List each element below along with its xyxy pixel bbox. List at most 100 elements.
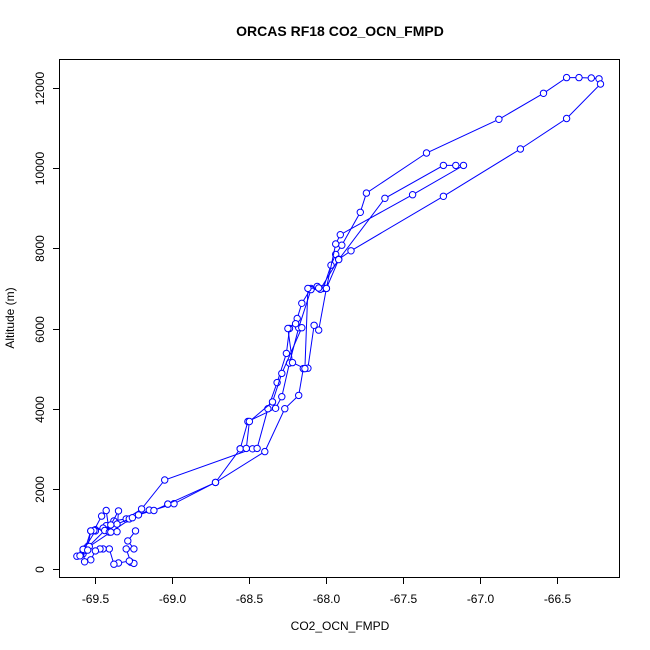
y-tick-label: 0 — [33, 566, 47, 573]
y-tick-label: 10000 — [33, 151, 47, 185]
data-point — [278, 393, 286, 401]
data-point — [150, 506, 158, 515]
data-point — [291, 320, 300, 328]
data-point — [281, 405, 289, 413]
data-point — [336, 231, 344, 239]
data-point — [278, 369, 286, 378]
data-point — [356, 208, 364, 217]
data-point — [539, 89, 548, 98]
y-tick-label: 2000 — [33, 476, 47, 503]
data-point — [128, 514, 137, 522]
data-point — [97, 512, 106, 520]
data-point — [288, 358, 297, 367]
data-point — [301, 364, 309, 373]
data-point — [114, 507, 123, 515]
data-point — [242, 444, 251, 453]
chart-title: ORCAS RF18 CO2_OCN_FMPD — [236, 23, 444, 39]
data-point — [516, 145, 525, 153]
x-tick-label: -66.5 — [544, 592, 572, 606]
data-point — [332, 240, 340, 248]
x-axis-label: CO2_OCN_FMPD — [291, 619, 390, 633]
data-point — [408, 191, 417, 199]
data-point — [134, 511, 143, 519]
data-point — [295, 391, 303, 400]
data-point — [335, 255, 343, 264]
data-point — [211, 478, 220, 487]
data-point — [562, 73, 571, 82]
y-axis-label: Altitude (m) — [3, 287, 17, 348]
series-3 — [164, 161, 468, 508]
data-point — [347, 247, 355, 255]
series-line — [167, 164, 466, 505]
data-point — [562, 114, 571, 123]
x-tick-label: -67.0 — [467, 592, 495, 606]
data-point — [271, 404, 280, 412]
data-point — [84, 546, 92, 554]
data-point — [131, 527, 140, 535]
data-point — [587, 74, 595, 82]
data-point — [284, 324, 292, 333]
data-point — [452, 161, 460, 170]
y-tick-label: 8000 — [33, 235, 47, 262]
data-point — [439, 161, 448, 170]
data-point — [87, 556, 95, 564]
data-point — [322, 284, 331, 293]
y-tick-label: 4000 — [33, 396, 47, 423]
data-point — [110, 560, 118, 568]
data-point — [315, 284, 323, 292]
data-point — [459, 161, 468, 170]
x-tick-label: -68.0 — [313, 592, 341, 606]
data-point — [282, 349, 291, 358]
data-point — [381, 194, 389, 203]
data-point — [253, 444, 261, 453]
data-point — [80, 558, 89, 566]
data-point — [164, 500, 172, 508]
data-point — [122, 545, 130, 553]
data-point — [338, 241, 346, 249]
data-point — [161, 476, 169, 484]
y-tick-label: 12000 — [33, 71, 47, 105]
data-point — [298, 324, 306, 332]
data-point — [124, 537, 132, 545]
series-1 — [73, 73, 605, 560]
data-point — [87, 527, 95, 535]
data-point — [113, 528, 121, 536]
data-point — [107, 521, 115, 529]
data-point — [315, 326, 323, 334]
data-point — [268, 398, 277, 406]
data-point — [107, 528, 115, 536]
data-point — [362, 189, 371, 197]
data-point — [245, 417, 254, 426]
plot-frame — [59, 59, 620, 578]
series-layer — [73, 73, 605, 568]
data-point — [102, 506, 110, 515]
series-4 — [79, 527, 140, 568]
data-point — [113, 520, 121, 528]
data-point — [596, 80, 605, 88]
x-tick-label: -68.5 — [236, 592, 264, 606]
y-axis: 0 2000 4000 6000 8000 10000 12000 — [33, 71, 60, 573]
series-2 — [76, 445, 244, 560]
data-point — [76, 552, 84, 560]
data-point — [495, 115, 503, 124]
data-point — [304, 284, 312, 293]
data-point — [130, 545, 138, 553]
data-point — [264, 405, 272, 413]
data-point — [439, 192, 448, 201]
series-line — [79, 448, 241, 557]
data-point — [422, 149, 431, 157]
data-point — [298, 299, 306, 307]
data-point — [137, 505, 146, 513]
x-tick-label: -69.5 — [82, 592, 110, 606]
data-point — [125, 557, 134, 565]
data-point — [236, 445, 244, 453]
x-tick-label: -69.0 — [159, 592, 187, 606]
data-point — [310, 321, 318, 329]
data-point — [575, 73, 583, 82]
data-point — [261, 447, 269, 456]
x-axis: -69.5 -69.0 -68.5 -68.0 -67.5 -67.0 -66.5 — [82, 577, 572, 606]
data-point — [91, 547, 100, 555]
x-tick-label: -67.5 — [390, 592, 418, 606]
data-point — [105, 545, 114, 553]
